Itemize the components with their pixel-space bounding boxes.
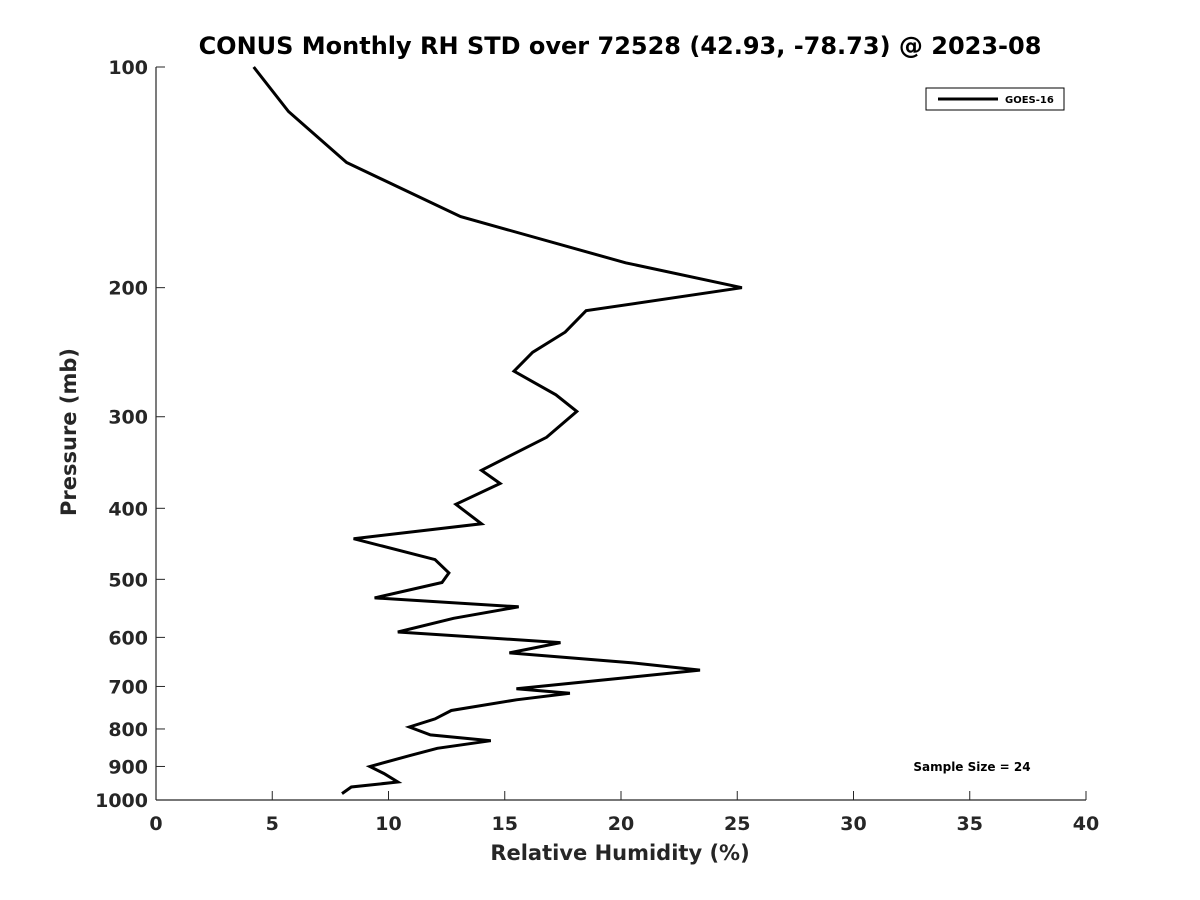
chart-title: CONUS Monthly RH STD over 72528 (42.93, …	[199, 32, 1042, 60]
legend-label: GOES-16	[1005, 95, 1054, 106]
x-tick-label: 5	[266, 813, 279, 835]
x-tick-label: 0	[149, 813, 162, 835]
legend: GOES-16	[925, 87, 1065, 111]
y-tick-label: 700	[108, 676, 148, 698]
x-tick-label: 30	[840, 813, 866, 835]
sample-size-annotation: Sample Size = 24	[913, 760, 1030, 774]
y-tick-label: 500	[108, 569, 148, 591]
y-tick-label: 600	[108, 627, 148, 649]
y-axis-label: Pressure (mb)	[57, 348, 81, 516]
series-layer	[252, 66, 743, 795]
y-tick-label: 800	[108, 719, 148, 741]
x-tick-label: 25	[724, 813, 750, 835]
y-tick-label: 100	[108, 57, 148, 79]
ticks: 0 5 10 15 20 25 30 35 40 100 200 300 400 500 600 700 800…	[95, 57, 1099, 835]
x-tick-label: 10	[375, 813, 401, 835]
series-line-goes-16	[252, 66, 743, 795]
y-tick-label: 300	[108, 407, 148, 429]
y-tick-label: 400	[108, 498, 148, 520]
x-tick-label: 15	[492, 813, 518, 835]
y-tick-label: 1000	[95, 790, 148, 812]
y-tick-label: 200	[108, 278, 148, 300]
x-axis-label: Relative Humidity (%)	[490, 841, 749, 865]
x-tick-label: 20	[608, 813, 634, 835]
x-tick-label: 35	[957, 813, 983, 835]
axes	[155, 67, 1086, 801]
x-tick-label: 40	[1073, 813, 1099, 835]
y-tick-label: 900	[108, 756, 148, 778]
